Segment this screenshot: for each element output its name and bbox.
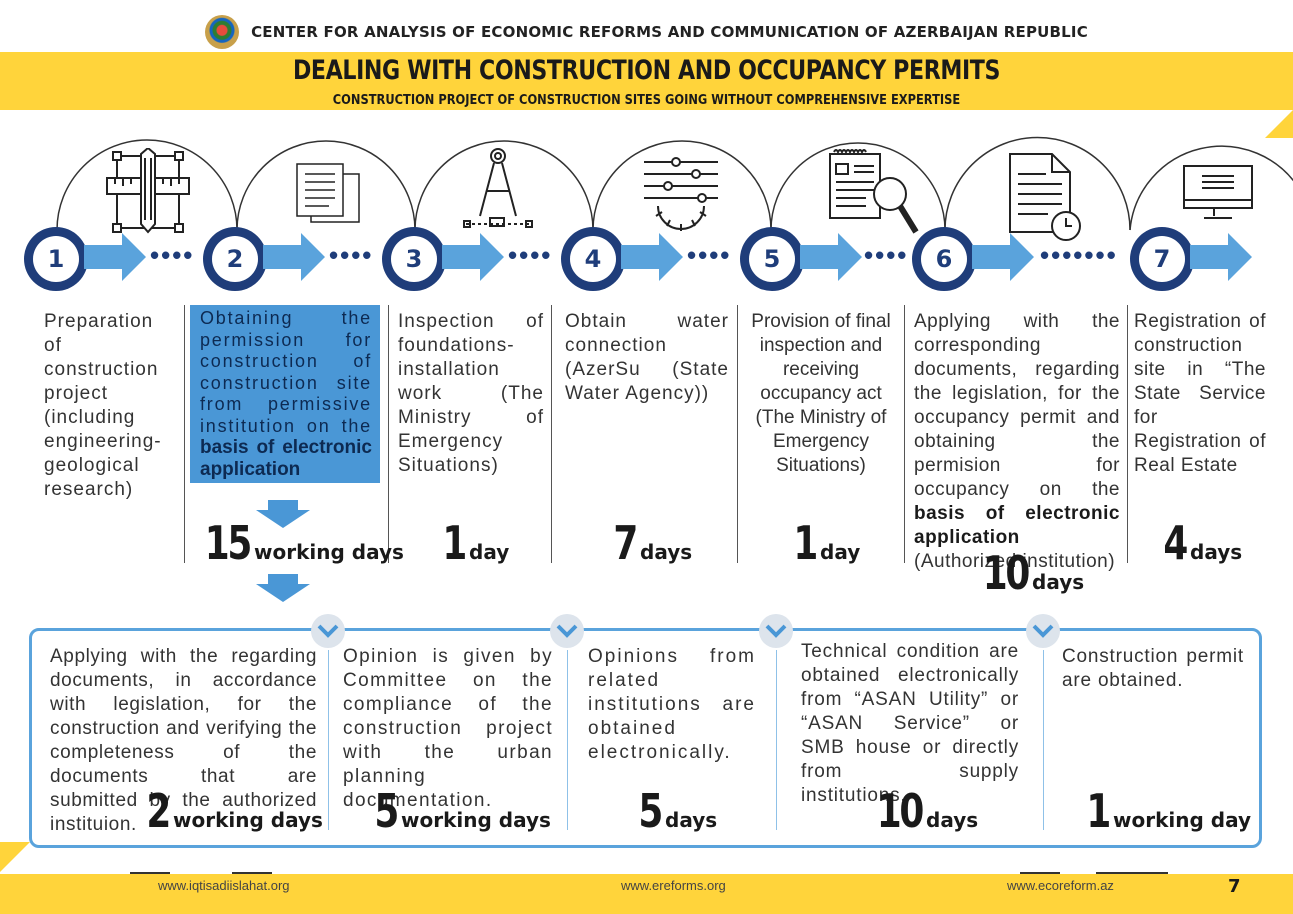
document-clock-icon bbox=[1009, 153, 1081, 241]
azerbaijan-emblem-icon bbox=[205, 15, 240, 49]
sub-step-divider bbox=[776, 650, 777, 830]
organization-name: CENTER FOR ANALYSIS OF ECONOMIC REFORMS … bbox=[251, 23, 1088, 41]
chevron-down-icon bbox=[550, 614, 584, 648]
step-7-description: Registration of construction site in “Th… bbox=[1134, 311, 1266, 476]
arrow-down-icon bbox=[256, 574, 310, 602]
sub-step-divider bbox=[567, 650, 568, 830]
step-number-3: 3 bbox=[382, 227, 446, 291]
title-band bbox=[0, 52, 1293, 110]
step-7-duration: 4 days bbox=[1163, 516, 1243, 570]
step-number-6: 6 bbox=[912, 227, 976, 291]
arrow-down-icon bbox=[256, 500, 310, 528]
footer-link-ereforms[interactable]: www.ereforms.org bbox=[621, 878, 726, 893]
sub-steps-panel bbox=[29, 628, 1262, 848]
decorative-corner-bottom-left bbox=[0, 842, 30, 872]
sub-step-1-description: Applying with the regarding documents, i… bbox=[50, 646, 317, 835]
header: CENTER FOR ANALYSIS OF ECONOMIC REFORMS … bbox=[0, 12, 1293, 52]
documents-icon bbox=[296, 163, 360, 223]
sub-step-3-duration: 5 days bbox=[638, 784, 718, 838]
step-3-description: Inspection of foundations-installation w… bbox=[398, 311, 544, 476]
engineering-drawing-icon bbox=[106, 148, 190, 234]
sub-step-1-duration: 2 working days bbox=[146, 784, 323, 838]
column-divider bbox=[904, 305, 905, 563]
connector-dots: •••• bbox=[864, 240, 909, 270]
settings-sliders-icon bbox=[644, 157, 718, 231]
decorative-corner-top-right bbox=[1265, 110, 1293, 138]
step-5-description: Provision of final inspection and receiv… bbox=[751, 311, 891, 476]
arrow-right-icon bbox=[621, 233, 683, 281]
arrow-right-icon bbox=[1190, 233, 1252, 281]
page-number: 7 bbox=[1228, 876, 1241, 897]
footer-rule bbox=[1096, 872, 1168, 874]
page-subtitle: CONSTRUCTION PROJECT OF CONSTRUCTION SIT… bbox=[332, 93, 961, 108]
step-1-description: Preparation of construction project (inc… bbox=[44, 311, 162, 500]
arrow-right-icon bbox=[84, 233, 146, 281]
arrow-right-icon bbox=[972, 233, 1034, 281]
sub-step-3-description: Opinions from related institutions are o… bbox=[588, 646, 756, 763]
step-number-4: 4 bbox=[561, 227, 625, 291]
sub-step-5-description: Construction permit are obtained. bbox=[1062, 646, 1244, 691]
footer-rule bbox=[130, 872, 170, 874]
step-arches bbox=[56, 136, 1293, 231]
step-6-duration: 10 days bbox=[982, 546, 1085, 600]
connector-dots: •••• bbox=[329, 240, 374, 270]
connector-dots: •••• bbox=[687, 240, 732, 270]
step-4-description: Obtain water connection (AzerSu (State W… bbox=[565, 311, 729, 404]
step-number-2: 2 bbox=[203, 227, 267, 291]
step-3-duration: 1 day bbox=[442, 516, 510, 570]
sub-step-4-duration: 10 days bbox=[876, 784, 979, 838]
connector-dots: ••••••• bbox=[1040, 240, 1118, 270]
sub-step-divider bbox=[1043, 650, 1044, 830]
sub-step-2-description: Opinion is given by Committee on the com… bbox=[343, 646, 553, 811]
document-magnifier-icon bbox=[829, 149, 919, 234]
arrow-right-icon bbox=[800, 233, 862, 281]
compass-icon bbox=[463, 148, 533, 228]
step-number-1: 1 bbox=[24, 227, 88, 291]
chevron-down-icon bbox=[1026, 614, 1060, 648]
footer-link-ecoreform[interactable]: www.ecoreform.az bbox=[1007, 878, 1114, 893]
sub-step-divider bbox=[328, 650, 329, 830]
chevron-down-icon bbox=[311, 614, 345, 648]
footer-rule bbox=[1020, 872, 1060, 874]
step-2-description: Obtaining the permission for constructio… bbox=[200, 308, 372, 480]
connector-dots: •••• bbox=[508, 240, 553, 270]
step-4-duration: 7 days bbox=[613, 516, 693, 570]
step-6-description: Applying with the corresponding document… bbox=[914, 311, 1120, 572]
footer-link-iqtisadiislahat[interactable]: www.iqtisadiislahat.org bbox=[158, 878, 290, 893]
sub-step-2-duration: 5 working days bbox=[374, 784, 551, 838]
step-2-duration: 15 working days bbox=[204, 516, 404, 570]
chevron-down-icon bbox=[759, 614, 793, 648]
column-divider bbox=[1127, 305, 1128, 563]
connector-dots: •••• bbox=[150, 240, 195, 270]
column-divider bbox=[737, 305, 738, 563]
sub-step-5-duration: 1 working day bbox=[1086, 784, 1252, 838]
footer bbox=[0, 874, 1293, 914]
sub-step-4-description: Technical condition are obtained electro… bbox=[801, 641, 1019, 806]
arrow-right-icon bbox=[263, 233, 325, 281]
step-5-duration: 1 day bbox=[793, 516, 861, 570]
column-divider bbox=[184, 305, 185, 563]
step-number-5: 5 bbox=[740, 227, 804, 291]
monitor-icon bbox=[1183, 165, 1253, 219]
footer-rule bbox=[232, 872, 272, 874]
page-title: DEALING WITH CONSTRUCTION AND OCCUPANCY … bbox=[292, 55, 1001, 86]
column-divider bbox=[551, 305, 552, 563]
step-number-7: 7 bbox=[1130, 227, 1194, 291]
arrow-right-icon bbox=[442, 233, 504, 281]
column-divider bbox=[388, 305, 389, 563]
step-2-highlight: Obtaining the permission for constructio… bbox=[190, 305, 380, 483]
